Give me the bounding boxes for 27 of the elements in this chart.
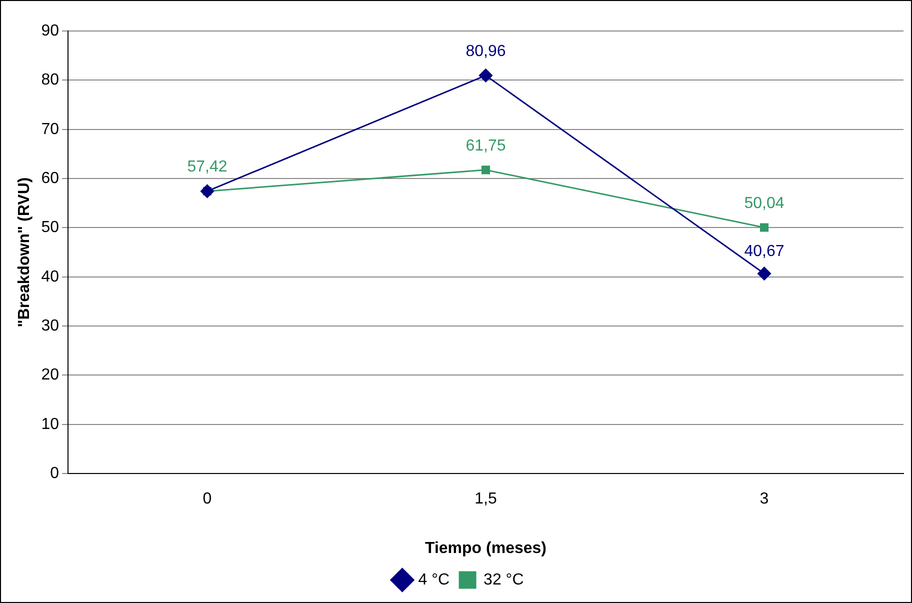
legend-label: 32 °C [484,571,524,588]
legend-label: 4 °C [418,571,450,588]
y-tick-label: 70 [41,120,60,138]
x-axis-title: Tiempo (meses) [424,540,547,557]
x-tick-label: 1,5 [474,490,497,508]
y-tick-label: 20 [41,366,60,384]
y-axis-title: "Breakdown" (RVU) [16,177,34,328]
x-tick-label: 0 [202,490,212,508]
point [479,68,492,82]
y-tick-label: 80 [41,72,60,89]
data-label: 50,04 [744,194,784,212]
y-tick-label: 10 [41,416,60,433]
y-tick-label: 40 [41,268,60,286]
point [200,184,214,198]
x-tick-label: 3 [760,490,769,508]
y-tick-label: 30 [41,317,60,334]
data-label: 61,75 [466,137,506,154]
y-tick-label: 0 [50,465,60,482]
data-label: 57,42 [187,158,228,176]
data-label: 40,67 [744,243,784,260]
y-tick-label: 90 [41,22,60,40]
y-tick-label: 60 [41,170,60,187]
data-label: 80,96 [466,42,506,60]
point [481,166,490,174]
point [760,223,769,232]
point [758,266,771,280]
y-tick-label: 50 [41,219,60,236]
